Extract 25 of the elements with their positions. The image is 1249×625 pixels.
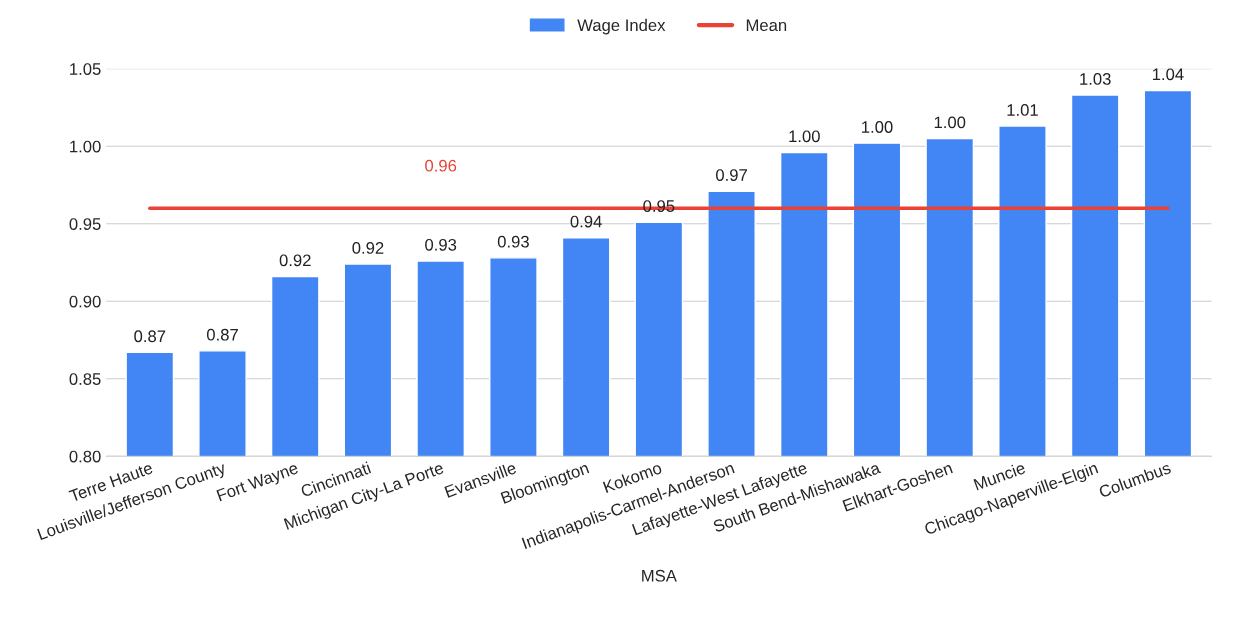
data-label: 0.87 xyxy=(206,328,238,341)
data-label: 0.87 xyxy=(134,330,166,343)
data-label: 1.00 xyxy=(934,116,966,129)
text: 0.95 xyxy=(69,218,101,230)
data-label: 0.93 xyxy=(425,238,457,251)
data-label: 1.00 xyxy=(862,121,893,133)
data-label: 1.01 xyxy=(1007,104,1038,116)
data-label: 0.94 xyxy=(570,215,602,228)
data-label: 1.04 xyxy=(1152,68,1184,81)
data-label: 0.97 xyxy=(716,169,747,181)
text: 1.05 xyxy=(70,63,101,75)
legend-label: Mean xyxy=(746,19,787,32)
legend-label: Wage Index xyxy=(577,18,666,35)
data-label: 0.93 xyxy=(497,235,529,248)
text: 0.85 xyxy=(69,373,101,385)
text: 0.80 xyxy=(69,450,101,463)
data-label: 0.92 xyxy=(279,254,311,267)
data-label: 1.03 xyxy=(1080,73,1111,85)
text: 1.00 xyxy=(70,140,101,153)
x-axis-title: MSA xyxy=(642,569,677,582)
data-label: 1.00 xyxy=(789,130,820,143)
text: 0.90 xyxy=(69,295,101,308)
data-label: 0.96 xyxy=(425,159,457,172)
data-label: 0.92 xyxy=(352,242,384,254)
data-label: 0.95 xyxy=(643,200,675,212)
